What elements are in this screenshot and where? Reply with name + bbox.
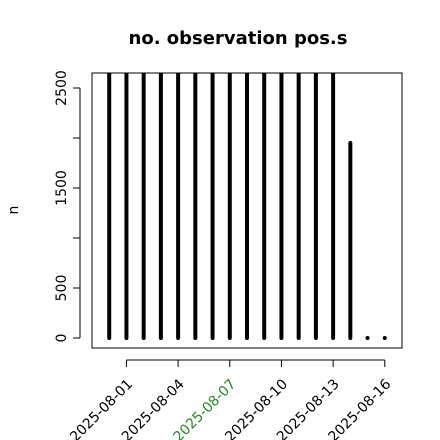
y-tick-label: 2500 — [54, 70, 70, 106]
y-tick-label: 500 — [54, 275, 70, 302]
chart-title: no. observation pos.s — [129, 28, 348, 49]
bars — [107, 73, 387, 340]
y-tick-label: 1500 — [54, 170, 70, 206]
y-axis-label: n — [6, 206, 22, 215]
y-tick-label: 0 — [54, 334, 70, 343]
